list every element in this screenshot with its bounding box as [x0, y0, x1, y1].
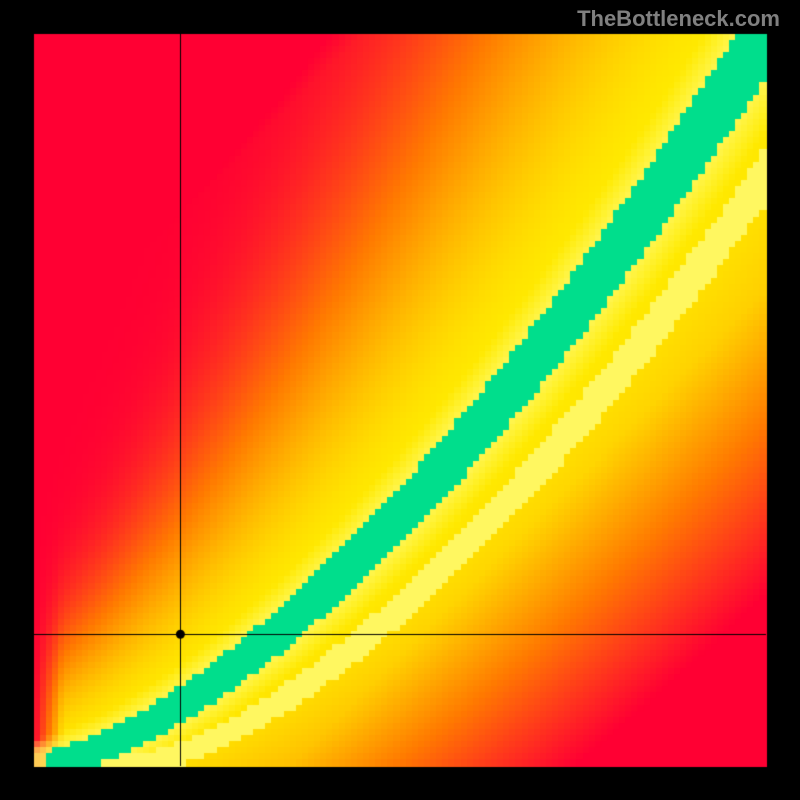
watermark-text: TheBottleneck.com [577, 6, 780, 32]
heatmap-canvas [0, 0, 800, 800]
chart-container: TheBottleneck.com [0, 0, 800, 800]
